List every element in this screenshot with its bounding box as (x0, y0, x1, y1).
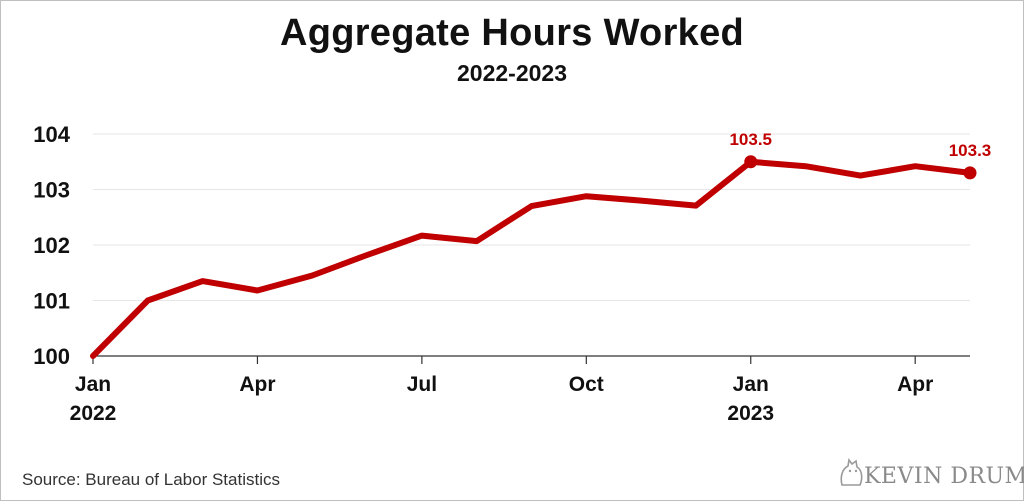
chart-title: Aggregate Hours Worked (279, 12, 745, 54)
x-tick-year-label: 2023 (727, 402, 774, 425)
y-tick-label: 103 (33, 178, 70, 203)
y-tick-label: 102 (33, 233, 70, 258)
series-line (90, 158, 973, 359)
x-tick-year-label: 2022 (70, 402, 117, 425)
data-label: 103.5 (729, 130, 772, 149)
x-tick-label: Jul (407, 373, 437, 396)
y-tick-label: 104 (33, 122, 70, 147)
data-point-marker (963, 166, 977, 180)
x-tick-label: Jan (75, 373, 111, 396)
y-tick-label: 101 (33, 289, 70, 314)
brand-name: KEVIN DRUM (864, 464, 1024, 489)
y-tick-label: 100 (33, 344, 70, 369)
x-tick-label: Oct (569, 373, 604, 396)
x-tick-label: Jan (733, 373, 769, 396)
data-point-marker (744, 155, 758, 169)
chart-subtitle: 2022-2023 (457, 60, 567, 86)
data-label: 103.3 (949, 141, 992, 160)
x-tick-label: Apr (897, 373, 933, 396)
cat-logo-icon (840, 458, 863, 486)
source-note: Source: Bureau of Labor Statistics (22, 470, 280, 489)
brand-logo: KEVIN DRUM (836, 455, 1024, 491)
x-tick-label: Apr (239, 373, 275, 396)
